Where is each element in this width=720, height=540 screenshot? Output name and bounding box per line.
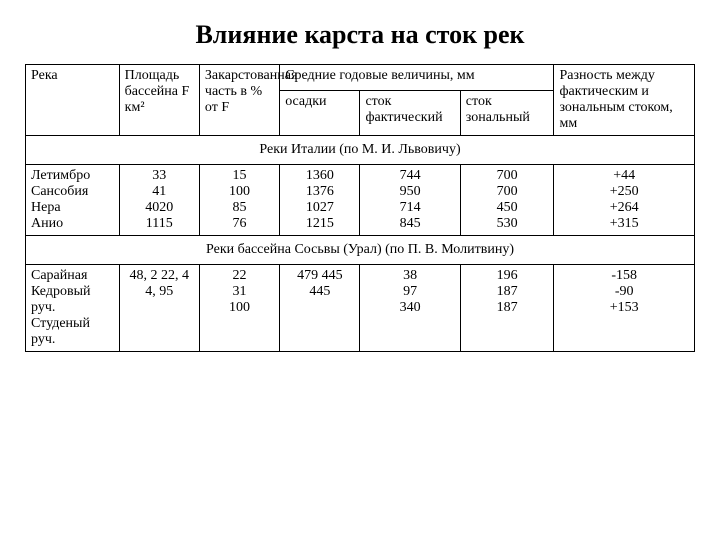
- cell-area: 48, 2 22, 4 4, 95: [119, 265, 199, 352]
- cell-precip: 479 445 445: [280, 265, 360, 352]
- cell-karst: 151008576: [199, 165, 279, 236]
- col-group: Средние годовые величины, мм: [280, 65, 554, 91]
- table-row: ЛетимброСансобияНераАнио 334140201115 15…: [26, 165, 695, 236]
- cell-zonal: 700700450530: [460, 165, 554, 236]
- cell-rivers: ЛетимброСансобияНераАнио: [26, 165, 120, 236]
- section-caption-text: Реки Италии (по М. И. Львовичу): [26, 136, 695, 165]
- col-diff: Разность между фактическим и зональным с…: [554, 65, 695, 136]
- table-row: СарайнаяКедровый руч.Студеный руч. 48, 2…: [26, 265, 695, 352]
- col-actual: сток фактический: [360, 91, 460, 136]
- page-title: Влияние карста на сток рек: [25, 20, 695, 50]
- cell-actual: 3897340: [360, 265, 460, 352]
- cell-actual: 744950714845: [360, 165, 460, 236]
- cell-zonal: 196187187: [460, 265, 554, 352]
- col-karst: Закарстованная часть в % от F: [199, 65, 279, 136]
- section-caption-text: Реки бассейна Сосьвы (Урал) (по П. В. Мо…: [26, 236, 695, 265]
- cell-diff: +44+250+264+315: [554, 165, 695, 236]
- col-zonal: сток зональный: [460, 91, 554, 136]
- cell-precip: 1360137610271215: [280, 165, 360, 236]
- cell-diff: -158-90+153: [554, 265, 695, 352]
- col-precip: осадки: [280, 91, 360, 136]
- section-caption: Реки Италии (по М. И. Львовичу): [26, 136, 695, 165]
- karst-table: Река Площадь бассейна F км² Закарстованн…: [25, 64, 695, 352]
- col-area: Площадь бассейна F км²: [119, 65, 199, 136]
- section-caption: Реки бассейна Сосьвы (Урал) (по П. В. Мо…: [26, 236, 695, 265]
- cell-area: 334140201115: [119, 165, 199, 236]
- header-row-1: Река Площадь бассейна F км² Закарстованн…: [26, 65, 695, 91]
- col-river: Река: [26, 65, 120, 136]
- cell-rivers: СарайнаяКедровый руч.Студеный руч.: [26, 265, 120, 352]
- cell-karst: 2231100: [199, 265, 279, 352]
